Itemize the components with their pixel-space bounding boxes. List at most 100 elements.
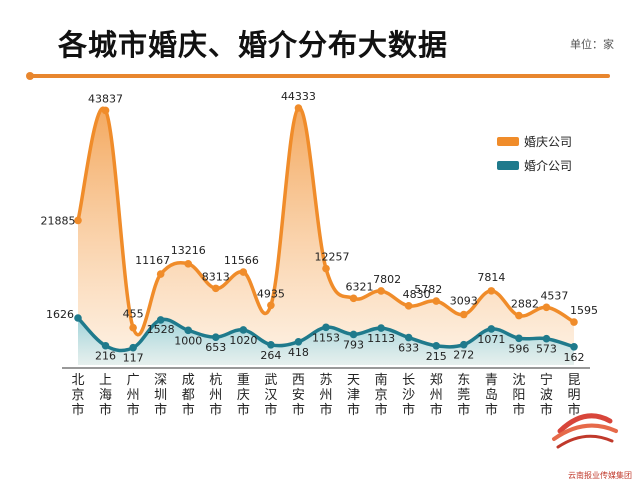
x-tick-label-3-0: 深 [154,373,167,388]
matchmaking-label-11: 1113 [367,332,395,345]
wedding-label-11: 7802 [373,273,401,286]
x-tick-label-5-2: 市 [209,402,222,418]
wedding-point-0 [74,216,82,225]
wedding-point-15 [487,287,496,295]
wedding-label-2: 455 [123,308,144,321]
matchmaking-label-1: 216 [95,350,116,363]
matchmaking-point-17 [542,334,551,343]
x-tick-label-4-1: 都 [182,388,195,403]
wedding-label-5: 8313 [202,270,230,283]
x-tick-label-11-2: 市 [375,402,388,418]
x-tick-label-6-1: 庆 [237,388,250,403]
matchmaking-label-14: 272 [453,349,474,362]
x-tick-label-11-0: 南 [375,372,388,388]
x-tick-label-0-0: 北 [71,373,84,388]
x-tick-label-2-0: 广 [127,373,140,388]
wedding-point-11 [377,287,385,295]
x-tick-label-12-0: 长 [402,373,415,388]
wedding-point-17 [542,303,551,312]
x-tick-label-9-1: 州 [319,388,332,403]
matchmaking-label-3: 1528 [147,323,175,336]
wedding-point-3 [156,270,165,278]
matchmaking-label-7: 264 [260,349,281,362]
x-tick-label-9-2: 市 [319,402,332,418]
title-rule [30,74,610,78]
x-tick-label-3-1: 圳 [154,388,167,403]
matchmaking-point-14 [459,340,468,349]
matchmaking-point-2 [129,343,137,352]
wedding-label-1: 43837 [88,92,123,105]
wedding-point-8 [294,104,303,112]
wedding-label-17: 4537 [540,289,568,302]
wedding-point-7 [267,301,275,310]
x-tick-label-13-0: 郑 [430,373,443,388]
x-tick-label-17-0: 宁 [540,372,553,388]
wedding-point-10 [349,294,358,303]
wedding-point-5 [211,284,220,293]
matchmaking-label-8: 418 [288,346,309,359]
wedding-label-14: 3093 [450,295,478,308]
x-tick-label-7-2: 市 [264,402,277,418]
x-tick-label-13-1: 州 [430,388,443,403]
x-tick-label-6-2: 市 [237,402,250,418]
matchmaking-label-10: 793 [343,338,364,351]
wedding-label-0: 21885 [41,214,76,227]
x-tick-label-5-0: 杭 [209,373,222,388]
matchmaking-point-7 [267,341,275,349]
matchmaking-label-6: 1020 [229,334,257,347]
wedding-point-12 [404,302,413,310]
x-tick-label-15-1: 岛 [485,387,498,403]
matchmaking-point-4 [184,326,193,335]
matchmaking-point-8 [294,337,303,346]
publisher-logo [552,413,618,449]
x-tick-label-12-1: 沙 [402,388,415,403]
wedding-label-4: 13216 [171,244,206,257]
wedding-point-13 [432,297,441,305]
x-tick-label-18-2: 市 [567,402,580,418]
page-title: 各城市婚庆、婚介分布大数据 [58,28,449,62]
matchmaking-label-15: 1071 [477,333,505,346]
wedding-point-9 [322,264,330,273]
x-tick-label-16-1: 阳 [512,388,525,403]
x-tick-label-15-2: 市 [485,402,498,418]
matchmaking-point-10 [349,330,358,339]
wedding-label-3: 11167 [135,254,170,267]
x-tick-label-14-0: 东 [457,373,470,388]
wedding-point-16 [515,311,523,320]
x-tick-label-1-2: 市 [99,402,112,418]
wedding-point-1 [101,106,110,115]
matchmaking-label-12: 633 [398,342,419,355]
legend-matchmaking-swatch [497,161,519,170]
x-tick-label-7-0: 武 [264,373,277,388]
x-tick-label-17-2: 市 [540,402,553,418]
matchmaking-label-5: 653 [205,341,226,354]
wedding-series-area [78,107,574,366]
x-tick-label-12-2: 市 [402,402,415,418]
wedding-label-8: 44333 [281,90,316,103]
x-tick-label-18-1: 明 [567,388,580,403]
x-tick-label-4-2: 市 [182,402,195,418]
legend-matchmaking-text: 婚介公司 [524,159,572,173]
matchmaking-label-4: 1000 [174,334,202,347]
x-tick-label-10-1: 津 [347,388,360,403]
x-tick-label-4-0: 成 [182,373,195,388]
wedding-point-2 [129,323,137,332]
matchmaking-label-17: 573 [536,343,557,356]
x-tick-label-10-2: 市 [347,402,360,418]
x-tick-label-16-2: 市 [512,402,525,418]
wedding-label-7: 4935 [257,287,285,300]
publisher-name: 云南报业传媒集团 [568,471,632,480]
x-tick-label-13-2: 市 [430,402,443,418]
x-tick-label-17-1: 波 [540,388,553,403]
matchmaking-point-13 [432,341,441,350]
matchmaking-label-9: 1153 [312,331,340,344]
wedding-label-9: 12257 [315,251,350,264]
matchmaking-point-0 [74,314,82,322]
matchmaking-label-16: 596 [508,342,529,355]
unit-label: 单位：家 [570,38,614,51]
x-tick-label-0-1: 京 [71,388,84,403]
wedding-label-15: 7814 [477,271,505,284]
wedding-point-4 [184,260,193,268]
